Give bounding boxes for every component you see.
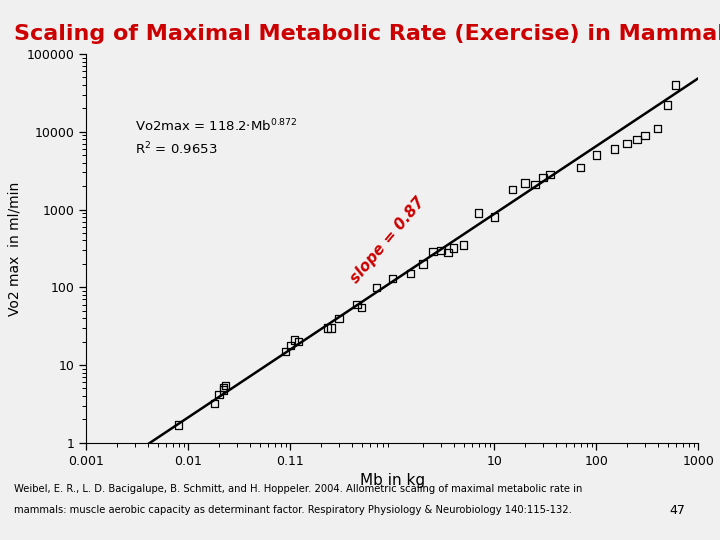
Point [209, 399, 220, 408]
Point [575, 163, 586, 172]
Point [220, 381, 231, 389]
Text: Scaling of Maximal Metabolic Rate (Exercise) in Mammals: Scaling of Maximal Metabolic Rate (Exerc… [14, 24, 720, 44]
Point [608, 145, 620, 153]
Point [351, 300, 363, 309]
Point [544, 171, 556, 179]
Point [631, 135, 643, 144]
Point [322, 323, 333, 332]
Text: R$^2$ = 0.9653: R$^2$ = 0.9653 [135, 141, 217, 157]
Point [529, 180, 541, 189]
Text: Weibel, E. R., L. D. Bacigalupe, B. Schmitt, and H. Hoppeler. 2004. Allometric s: Weibel, E. R., L. D. Bacigalupe, B. Schm… [14, 484, 582, 494]
Point [405, 269, 416, 278]
Point [173, 421, 184, 429]
Point [333, 314, 345, 322]
Point [387, 274, 398, 283]
Point [293, 338, 305, 346]
Point [458, 241, 469, 249]
Text: slope = 0.87: slope = 0.87 [348, 194, 428, 286]
Point [213, 390, 225, 399]
Point [662, 101, 673, 110]
Point [489, 213, 500, 221]
Point [289, 336, 300, 345]
Point [590, 151, 602, 159]
X-axis label: Mb in kg: Mb in kg [360, 473, 425, 488]
Point [519, 179, 531, 187]
Point [670, 80, 682, 89]
Point [284, 341, 296, 349]
Point [537, 173, 549, 181]
Point [448, 244, 459, 252]
Y-axis label: Vo2 max  in ml/min: Vo2 max in ml/min [7, 181, 21, 315]
Point [217, 386, 229, 394]
Point [427, 247, 438, 255]
Point [473, 209, 485, 218]
Point [442, 248, 454, 257]
Point [280, 347, 292, 356]
Point [507, 185, 518, 194]
Point [418, 260, 429, 268]
Point [356, 303, 367, 312]
Text: mammals: muscle aerobic capacity as determinant factor. Respiratory Physiology &: mammals: muscle aerobic capacity as dete… [14, 505, 572, 515]
Point [436, 246, 447, 254]
Point [325, 323, 337, 332]
Text: 47: 47 [670, 504, 685, 517]
Point [371, 283, 382, 292]
Point [217, 383, 229, 392]
Point [621, 139, 633, 148]
Point [652, 124, 664, 133]
Text: Vo2max = 118.2$\cdot$Mb$^{0.872}$: Vo2max = 118.2$\cdot$Mb$^{0.872}$ [135, 117, 297, 134]
Point [639, 131, 651, 140]
